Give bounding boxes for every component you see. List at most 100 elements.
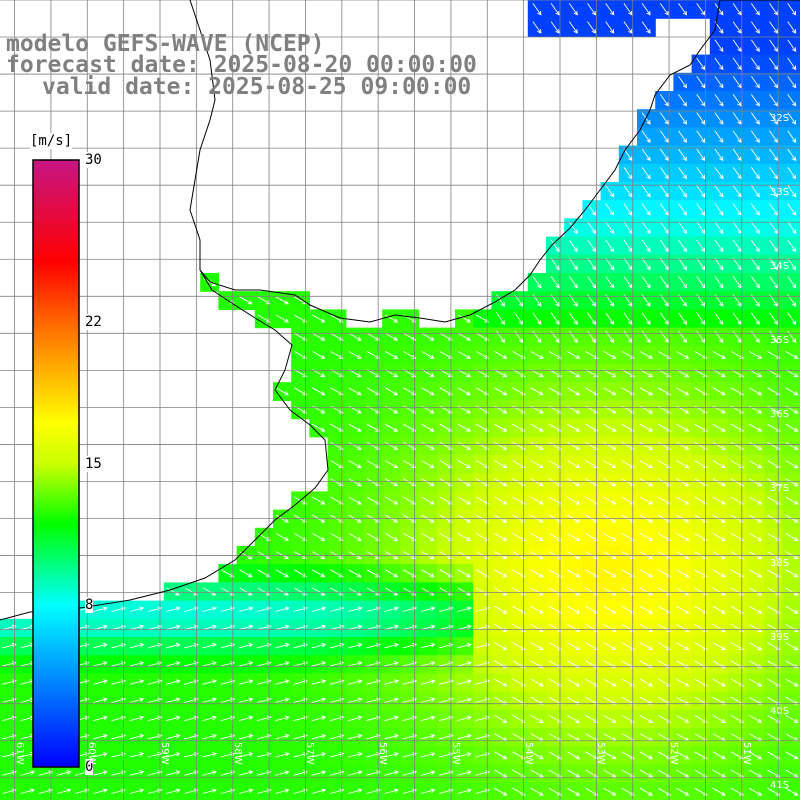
- wind-arrow: [93, 661, 108, 667]
- wind-arrow: [257, 296, 271, 305]
- wind-speed-cell: [782, 564, 800, 583]
- wind-arrow: [605, 239, 615, 253]
- wind-arrow: [165, 715, 181, 722]
- wind-arrow: [494, 678, 508, 687]
- wind-arrow: [129, 624, 145, 631]
- wind-speed-cell: [782, 400, 800, 420]
- wind-arrow: [712, 460, 726, 469]
- wind-arrow: [56, 770, 72, 776]
- wind-arrow: [530, 478, 544, 487]
- wind-arrow: [750, 330, 760, 344]
- wind-arrow: [623, 330, 633, 344]
- wind-arrow: [530, 715, 544, 723]
- wind-arrow: [457, 752, 472, 758]
- wind-arrow: [587, 3, 597, 16]
- wind-arrow: [639, 478, 654, 487]
- wind-arrow: [111, 624, 127, 631]
- valid-date: valid date: 2025-08-25 09:00:00: [42, 74, 472, 100]
- wind-arrow: [330, 551, 344, 560]
- wind-arrow: [748, 569, 763, 578]
- wind-arrow: [641, 239, 651, 253]
- wind-arrow: [257, 314, 271, 323]
- wind-arrow: [748, 351, 763, 359]
- wind-arrow: [750, 57, 760, 71]
- wind-arrow: [384, 733, 400, 740]
- wind-arrow: [750, 257, 760, 271]
- wind-arrow: [147, 788, 163, 794]
- wind-arrow: [566, 605, 581, 614]
- wind-arrow: [129, 642, 145, 649]
- wind-arrow: [550, 239, 560, 253]
- wind-arrow: [532, 3, 542, 16]
- wind-arrow: [129, 606, 145, 612]
- wind-speed-cell: [782, 637, 800, 656]
- wind-arrow: [420, 624, 436, 631]
- wind-arrow: [659, 312, 669, 325]
- wind-speed-cell: [782, 673, 800, 693]
- wind-arrow: [457, 788, 472, 794]
- wind-arrow: [787, 276, 797, 289]
- wind-arrow: [712, 533, 726, 541]
- wind-arrow: [111, 752, 127, 758]
- wind-arrow: [639, 751, 654, 760]
- wind-arrow: [566, 442, 581, 450]
- wind-arrow: [750, 39, 760, 52]
- wind-arrow: [748, 715, 763, 723]
- wind-arrow: [494, 787, 508, 796]
- wind-arrow: [641, 330, 651, 344]
- wind-arrow: [603, 496, 617, 505]
- wind-arrow: [785, 751, 799, 760]
- wind-arrow: [420, 661, 436, 667]
- wind-arrow: [457, 332, 472, 341]
- wind-arrow: [384, 679, 400, 685]
- wind-arrow: [111, 770, 127, 776]
- wind-arrow: [769, 221, 779, 234]
- wind-arrow: [712, 751, 726, 760]
- wind-arrow: [732, 312, 742, 325]
- wind-arrow: [696, 203, 706, 216]
- wind-arrow: [293, 332, 308, 341]
- wind-arrow: [712, 387, 726, 396]
- wind-arrow: [750, 94, 760, 107]
- latitude-label: 41S: [770, 779, 790, 791]
- wind-speed-cell: [782, 691, 800, 711]
- wind-arrow: [275, 770, 290, 776]
- wind-arrow: [678, 221, 688, 234]
- wind-arrow: [532, 312, 542, 325]
- wind-arrow: [530, 624, 544, 632]
- wind-arrow: [347, 679, 363, 685]
- wind-arrow: [748, 423, 763, 432]
- wind-arrow: [748, 678, 763, 687]
- wind-arrow: [238, 752, 254, 758]
- wind-arrow: [2, 697, 17, 703]
- wind-speed-cell: [709, 782, 729, 800]
- wind-arrow: [785, 605, 799, 614]
- wind-arrow: [494, 533, 508, 541]
- wind-arrow: [312, 387, 326, 396]
- wind-arrow: [530, 678, 544, 687]
- wind-arrow: [238, 606, 254, 612]
- wind-arrow: [785, 696, 799, 705]
- wind-arrow: [714, 221, 724, 234]
- wind-arrow: [639, 423, 654, 432]
- wind-arrow: [750, 75, 760, 89]
- wind-arrow: [587, 239, 597, 253]
- longitude-label: 56W: [377, 742, 389, 765]
- wind-arrow: [568, 330, 578, 344]
- longitude-label: 55W: [449, 742, 461, 765]
- wind-arrow: [603, 551, 617, 560]
- wind-arrow: [311, 606, 327, 612]
- wind-arrow: [712, 769, 726, 778]
- wind-arrow: [550, 257, 560, 271]
- wind-arrow: [568, 21, 578, 34]
- wind-arrow: [311, 642, 327, 649]
- wind-arrow: [420, 770, 436, 776]
- wind-arrow: [421, 478, 435, 487]
- wind-arrow: [639, 605, 654, 614]
- wind-arrow: [202, 715, 218, 722]
- wind-speed-cell: [782, 509, 800, 529]
- wind-arrow: [676, 496, 690, 505]
- wind-arrow: [494, 715, 508, 723]
- wind-arrow: [147, 715, 163, 722]
